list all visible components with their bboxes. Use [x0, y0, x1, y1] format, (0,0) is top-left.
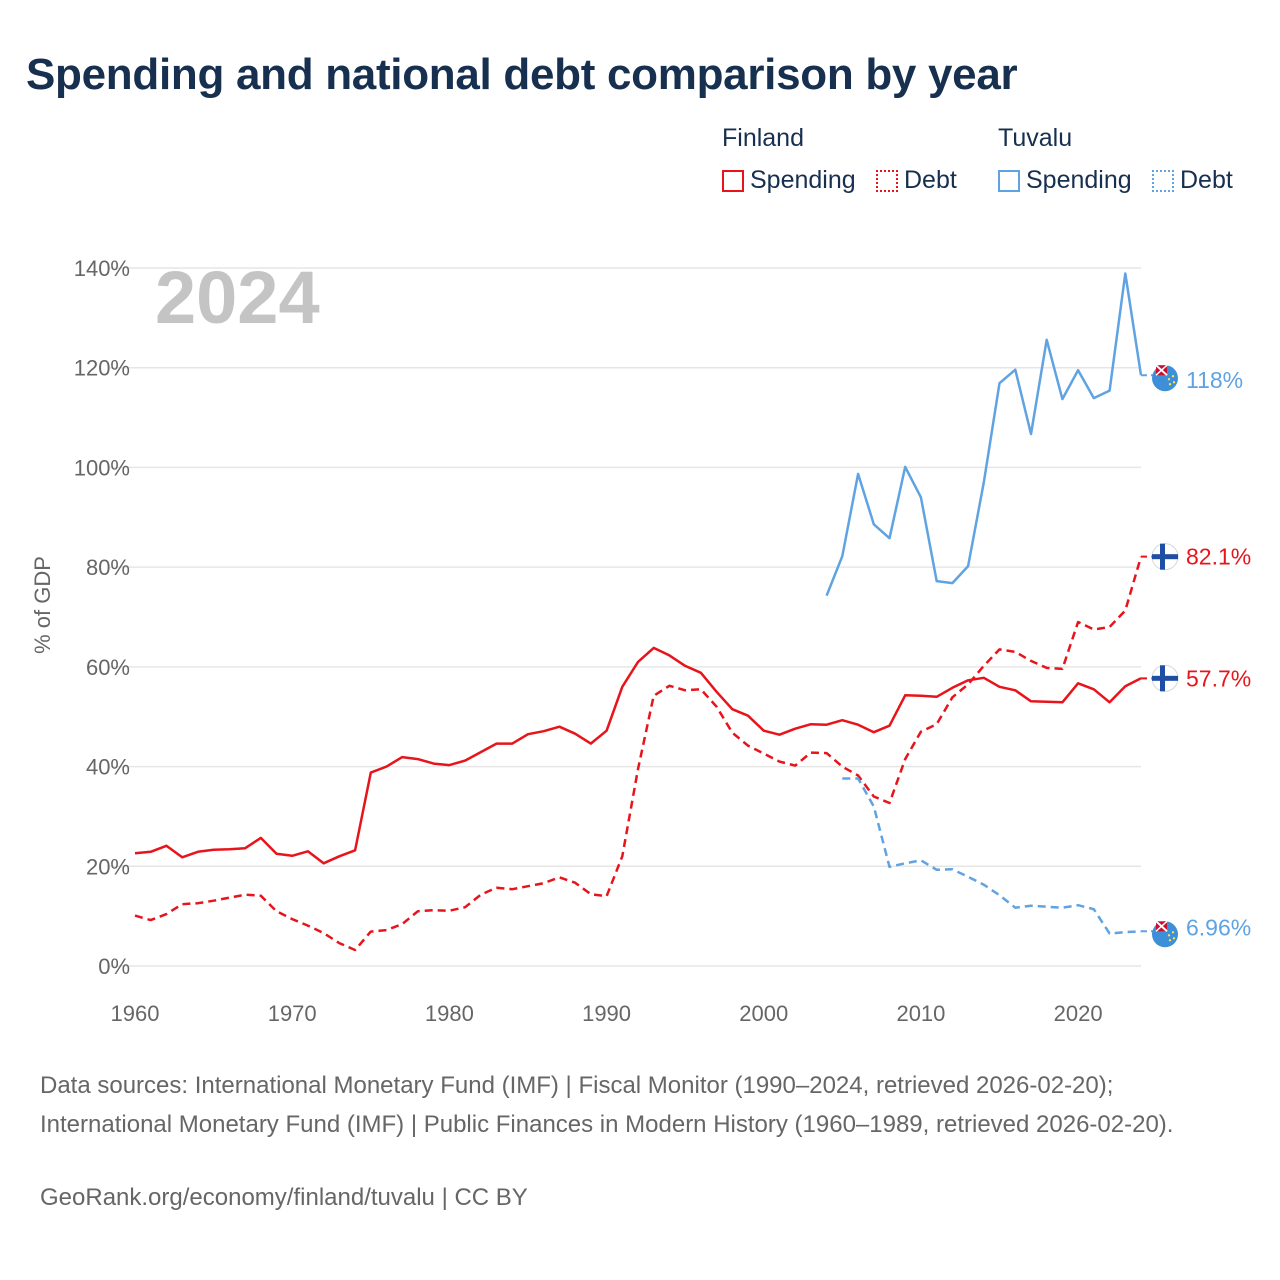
- legend-swatch-solid-blue: [998, 169, 1020, 192]
- legend-swatch-solid-red: [722, 169, 744, 192]
- series-line-finland-spending[interactable]: [134, 646, 1142, 865]
- x-tick-label: 2020: [1054, 1001, 1103, 1026]
- y-tick-label: 40%: [86, 755, 130, 780]
- y-tick-label: 80%: [86, 555, 130, 580]
- finland-flag-icon: [1151, 664, 1179, 692]
- y-tick-label: 140%: [74, 256, 130, 281]
- legend-label: Spending: [1026, 166, 1132, 194]
- legend-label: Debt: [1180, 166, 1233, 194]
- end-value-label: 6.96%: [1186, 914, 1251, 940]
- x-tick-label: 1960: [111, 1001, 160, 1026]
- series-line-tuvalu-debt[interactable]: [842, 777, 1142, 935]
- tuvalu-flag-icon: [1152, 920, 1178, 948]
- end-value-label: 118%: [1186, 367, 1243, 393]
- x-tick-label: 1970: [268, 1001, 317, 1026]
- legend-label: Debt: [904, 166, 957, 194]
- series-line-finland-debt[interactable]: [134, 556, 1143, 952]
- year-watermark: 2024: [155, 256, 320, 339]
- y-tick-label: 20%: [86, 854, 130, 879]
- x-tick-label: 1990: [582, 1001, 631, 1026]
- x-tick-label: 1980: [425, 1001, 474, 1026]
- finland-flag-icon: [1151, 543, 1179, 571]
- legend-tuvalu-spending[interactable]: Spending: [998, 166, 1132, 195]
- legend-finland-debt[interactable]: Debt: [876, 166, 957, 195]
- legend-finland-spending[interactable]: Spending: [722, 166, 856, 195]
- end-value-label: 57.7%: [1186, 665, 1251, 691]
- x-axis-ticks: 1960 1970 1980 1990 2000 2010 2020: [111, 1001, 1103, 1026]
- series-end-markers: 57.7% 82.1% 118% 6.96%: [1141, 364, 1251, 948]
- series-lines: [134, 272, 1143, 952]
- x-tick-label: 2000: [739, 1001, 788, 1026]
- line-chart: 2024 % of GDP 0% 20% 40% 60% 80% 100% 120% 140%…: [30, 256, 1251, 1026]
- legend-swatch-dotted-blue: [1152, 169, 1174, 192]
- x-tick-label: 2010: [896, 1001, 945, 1026]
- y-tick-label: 0%: [98, 954, 130, 979]
- y-tick-label: 100%: [74, 455, 130, 480]
- legend-swatch-dotted-red: [876, 169, 898, 192]
- legend-group-finland: Finland: [722, 124, 804, 152]
- legend-label: Spending: [750, 166, 856, 194]
- y-tick-label: 60%: [86, 655, 130, 680]
- legend-tuvalu-debt[interactable]: Debt: [1152, 166, 1233, 195]
- y-axis-label: % of GDP: [30, 556, 55, 654]
- data-sources: Data sources: International Monetary Fun…: [40, 1072, 1174, 1138]
- y-tick-label: 120%: [74, 356, 130, 381]
- credit-link[interactable]: GeoRank.org/economy/finland/tuvalu | CC …: [40, 1184, 528, 1211]
- series-line-tuvalu-spending[interactable]: [825, 272, 1143, 597]
- grid-lines: [110, 267, 1141, 967]
- tuvalu-flag-icon: [1152, 364, 1178, 392]
- y-axis-ticks: 0% 20% 40% 60% 80% 100% 120% 140%: [74, 256, 130, 979]
- legend-group-tuvalu: Tuvalu: [998, 124, 1073, 152]
- chart-title: Spending and national debt comparison by…: [26, 50, 1018, 99]
- end-value-label: 82.1%: [1186, 544, 1251, 570]
